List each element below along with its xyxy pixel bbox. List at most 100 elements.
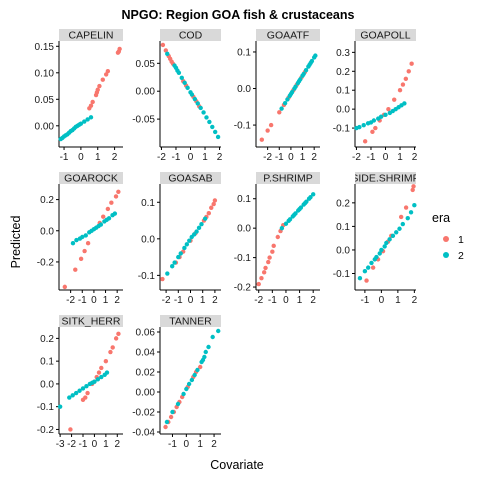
point-era-1-sitk-herr xyxy=(113,336,119,341)
point-era-2-goapoll xyxy=(371,118,377,123)
y-tick-label-sitk-herr: 0.1 xyxy=(40,357,54,368)
point-era-2-goarock xyxy=(98,222,104,227)
facet-label-capelin: CAPELIN xyxy=(69,30,114,42)
point-era-2-goaatf xyxy=(289,89,295,95)
point-era-2-cod xyxy=(182,80,187,86)
y-tick-label-tanner: 0.00 xyxy=(136,388,156,399)
point-era-2-cod xyxy=(201,110,206,115)
point-era-1-sitk-herr xyxy=(110,345,115,350)
point-era-2-p-shrimp xyxy=(287,217,293,222)
y-tick-label-goapoll: 0.3 xyxy=(336,48,350,59)
facet-label-goapoll: GOAPOLL xyxy=(360,30,410,42)
point-era-2-cod xyxy=(189,92,195,97)
x-tick-label-goapoll: -2 xyxy=(352,152,361,163)
x-axis-title: Covariate xyxy=(210,458,264,472)
point-era-2-goapoll xyxy=(383,112,388,118)
point-era-1-sitk-herr xyxy=(83,395,88,400)
legend: era 1 2 xyxy=(432,211,464,262)
point-era-2-capelin xyxy=(85,117,90,122)
point-era-2-goapoll xyxy=(402,101,407,106)
point-era-2-sitk-herr xyxy=(95,377,101,382)
point-era-2-goarock xyxy=(74,237,79,243)
point-era-1-goarock xyxy=(73,267,78,272)
y-tick-label-side-shrimp: 0.2 xyxy=(336,198,350,209)
point-era-1-side-shrimp xyxy=(403,205,409,210)
point-era-1-tanner xyxy=(163,424,168,430)
point-era-1-goapoll xyxy=(409,61,414,66)
y-tick-label-cod: 0.05 xyxy=(136,59,156,70)
point-era-2-sitk-herr xyxy=(73,390,79,396)
point-era-2-sitk-herr xyxy=(57,404,63,409)
y-tick-label-p-shrimp: 0.1 xyxy=(237,194,251,205)
point-era-1-p-shrimp xyxy=(263,265,268,271)
point-era-1-goarock xyxy=(113,194,119,199)
point-era-1-capelin xyxy=(93,92,99,98)
x-tick-label-goarock: 2 xyxy=(114,295,120,306)
point-era-2-goapoll xyxy=(357,124,362,130)
point-era-1-goaatf xyxy=(259,137,265,142)
point-era-1-p-shrimp xyxy=(259,276,264,281)
x-tick-label-goaatf: 0 xyxy=(288,152,294,163)
y-tick-label-cod: 0.00 xyxy=(136,87,156,98)
y-tick-label-capelin: 0.15 xyxy=(35,42,55,53)
point-era-2-side-shrimp xyxy=(369,260,374,266)
point-era-2-p-shrimp xyxy=(279,225,285,231)
point-era-1-goasab xyxy=(206,211,211,216)
point-era-2-goasab xyxy=(184,242,190,247)
facet-label-cod: COD xyxy=(179,30,203,42)
y-tick-label-tanner: -0.04 xyxy=(132,428,155,439)
point-era-2-cod xyxy=(176,70,182,76)
x-tick-label-goasab: 2 xyxy=(212,295,218,306)
y-tick-label-tanner: 0.02 xyxy=(136,368,156,379)
point-era-1-tanner xyxy=(198,364,203,370)
point-era-1-sitk-herr xyxy=(99,365,104,371)
point-era-1-side-shrimp xyxy=(398,214,404,220)
point-era-2-side-shrimp xyxy=(377,251,382,256)
point-era-1-p-shrimp xyxy=(261,270,267,275)
y-tick-label-capelin: 0.05 xyxy=(35,95,55,106)
point-era-2-tanner xyxy=(202,354,207,360)
point-era-2-side-shrimp xyxy=(365,265,371,270)
x-tick-label-tanner: 0 xyxy=(184,439,190,450)
point-era-1-capelin xyxy=(87,106,92,111)
point-era-2-capelin xyxy=(82,119,87,124)
point-era-2-goarock xyxy=(106,216,112,221)
point-era-2-side-shrimp xyxy=(390,233,396,239)
y-tick-label-sitk-herr: -0.1 xyxy=(37,402,55,413)
point-era-2-goasab xyxy=(176,254,181,260)
point-era-1-capelin xyxy=(103,72,109,77)
point-era-2-goaatf xyxy=(313,53,318,58)
point-era-1-goaatf xyxy=(265,128,270,133)
x-tick-label-cod: -1 xyxy=(172,152,181,163)
x-tick-label-capelin: 1 xyxy=(95,152,101,163)
point-era-1-goaatf xyxy=(268,122,274,128)
point-era-2-goaatf xyxy=(301,71,306,77)
point-era-1-side-shrimp xyxy=(411,184,416,189)
point-era-1-goarock xyxy=(116,189,121,194)
point-era-1-p-shrimp xyxy=(270,249,275,254)
y-tick-label-goapoll: 0.0 xyxy=(336,105,350,116)
y-tick-label-p-shrimp: 0.0 xyxy=(237,224,251,235)
point-era-2-sitk-herr xyxy=(84,383,89,389)
point-era-2-goasab xyxy=(191,232,197,237)
point-era-2-tanner xyxy=(164,419,170,425)
facet-strip-tanner xyxy=(160,315,221,327)
point-era-2-side-shrimp xyxy=(412,203,417,208)
point-era-1-p-shrimp xyxy=(266,259,271,265)
x-tick-label-p-shrimp: -1 xyxy=(268,295,277,306)
point-era-2-sitk-herr xyxy=(70,393,75,398)
point-era-2-p-shrimp xyxy=(308,195,313,200)
y-axis-title: Predicted xyxy=(9,216,23,269)
point-era-2-tanner xyxy=(170,409,175,415)
x-tick-label-side-shrimp: 0 xyxy=(379,295,385,306)
point-era-2-goarock xyxy=(83,233,88,238)
point-era-2-sitk-herr xyxy=(99,374,104,380)
point-era-2-side-shrimp xyxy=(394,230,399,235)
x-tick-label-goarock: -2 xyxy=(66,295,75,306)
x-tick-label-goarock: -1 xyxy=(78,295,87,306)
point-era-2-side-shrimp xyxy=(382,244,387,249)
x-tick-label-goarock: 0 xyxy=(91,295,97,306)
facet-strip-goapoll xyxy=(355,29,416,41)
legend-label-era-2: 2 xyxy=(458,250,464,262)
point-era-2-sitk-herr xyxy=(67,395,72,400)
